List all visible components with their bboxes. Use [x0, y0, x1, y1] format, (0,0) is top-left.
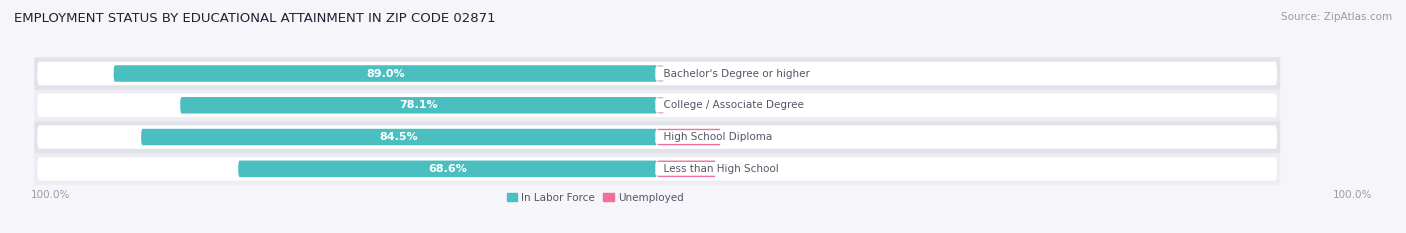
FancyBboxPatch shape — [38, 62, 1277, 85]
Text: 84.5%: 84.5% — [380, 132, 419, 142]
Text: EMPLOYMENT STATUS BY EDUCATIONAL ATTAINMENT IN ZIP CODE 02871: EMPLOYMENT STATUS BY EDUCATIONAL ATTAINM… — [14, 12, 496, 25]
Text: High School Diploma: High School Diploma — [657, 132, 779, 142]
FancyBboxPatch shape — [34, 121, 1281, 153]
FancyBboxPatch shape — [238, 161, 657, 177]
FancyBboxPatch shape — [34, 89, 1281, 121]
Text: 9.6%: 9.6% — [728, 164, 756, 174]
FancyBboxPatch shape — [38, 125, 1277, 149]
FancyBboxPatch shape — [657, 97, 664, 113]
FancyBboxPatch shape — [38, 157, 1277, 181]
FancyBboxPatch shape — [38, 93, 1277, 117]
FancyBboxPatch shape — [34, 57, 1281, 90]
Text: 68.6%: 68.6% — [429, 164, 467, 174]
Text: Less than High School: Less than High School — [657, 164, 786, 174]
Text: 1.1%: 1.1% — [676, 69, 704, 79]
Text: 78.1%: 78.1% — [399, 100, 439, 110]
Legend: In Labor Force, Unemployed: In Labor Force, Unemployed — [506, 193, 683, 203]
FancyBboxPatch shape — [141, 129, 657, 145]
Text: 100.0%: 100.0% — [1333, 190, 1372, 200]
Text: 89.0%: 89.0% — [366, 69, 405, 79]
Text: Source: ZipAtlas.com: Source: ZipAtlas.com — [1281, 12, 1392, 22]
Text: College / Associate Degree: College / Associate Degree — [657, 100, 811, 110]
FancyBboxPatch shape — [657, 65, 664, 82]
Text: 10.4%: 10.4% — [733, 132, 768, 142]
Text: 100.0%: 100.0% — [31, 190, 70, 200]
FancyBboxPatch shape — [180, 97, 657, 113]
Text: 1.1%: 1.1% — [676, 100, 704, 110]
Text: Bachelor's Degree or higher: Bachelor's Degree or higher — [657, 69, 817, 79]
FancyBboxPatch shape — [657, 161, 716, 177]
FancyBboxPatch shape — [34, 153, 1281, 185]
FancyBboxPatch shape — [114, 65, 657, 82]
FancyBboxPatch shape — [657, 129, 721, 145]
